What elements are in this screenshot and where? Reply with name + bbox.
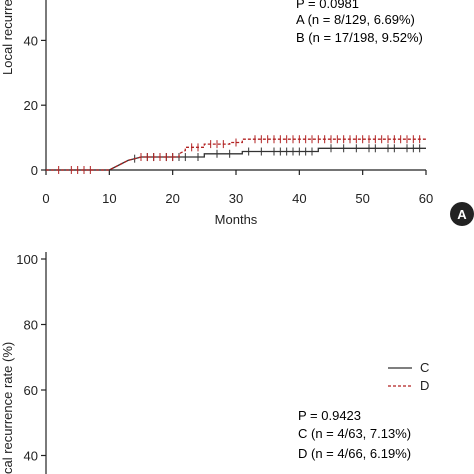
panel-a-x-tick-label: 10: [102, 191, 116, 206]
panel-a-annotation-a: A (n = 8/129, 6.69%): [296, 12, 415, 27]
panel-a-y-tick-label: 0: [31, 163, 38, 178]
panel-b-y-tick-label: 80: [24, 318, 38, 333]
panel-a-y-tick-label: 20: [24, 98, 38, 113]
panel-a-badge: A: [450, 202, 474, 226]
panel-a-y-tick-label: 40: [24, 33, 38, 48]
panel-b-annotation-d: D (n = 4/66, 6.19%): [298, 446, 411, 461]
panel-a-x-tick-label: 0: [42, 191, 49, 206]
panel-b-chart: 100 80 60 40 cal recurrence rate (%) C D P …: [0, 252, 429, 474]
panel-b-y-tick-label: 60: [24, 383, 38, 398]
panel-b-annotation-c: C (n = 4/63, 7.13%): [298, 426, 411, 441]
panel-a-series: [46, 135, 426, 174]
panel-a-x-tick-label: 40: [292, 191, 306, 206]
panel-b-y-ticks: 100 80 60 40: [16, 252, 46, 464]
panel-a-x-tick-label: 50: [355, 191, 369, 206]
legend-c-label: C: [420, 360, 429, 375]
panel-a-x-ticks: 0 10 20 30 40 50 60: [42, 170, 433, 206]
series-b-curve: [46, 138, 426, 171]
panel-a-x-axis-label: Months: [215, 212, 258, 227]
panel-a-x-tick-label: 60: [419, 191, 433, 206]
panel-a-x-tick-label: 30: [229, 191, 243, 206]
panel-a-x-tick-label: 20: [165, 191, 179, 206]
panel-b-p-value: P = 0.9423: [298, 408, 361, 423]
panel-b-y-tick-label: 100: [16, 252, 38, 267]
panel-b-y-axis-label: cal recurrence rate (%): [0, 342, 15, 474]
panel-b-legend: C D: [388, 360, 429, 393]
legend-d-label: D: [420, 378, 429, 393]
panel-b-y-tick-label: 40: [24, 449, 38, 464]
panel-a-chart: 0 20 40 0 10 20 30 40 50 60 Local recurren Month…: [0, 0, 474, 227]
panel-a-annotation-b: B (n = 17/198, 9.52%): [296, 30, 423, 45]
panel-a-y-axis-label: Local recurren: [0, 0, 15, 75]
panel-a-badge-label: A: [457, 207, 467, 222]
panel-a-p-value: P = 0.0981: [296, 0, 359, 11]
panel-a-y-ticks: 0 20 40: [24, 33, 46, 178]
